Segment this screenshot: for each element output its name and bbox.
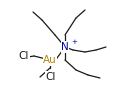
Text: Au: Au (43, 55, 56, 65)
Text: Cl: Cl (19, 51, 29, 61)
Text: N: N (61, 42, 68, 52)
Text: +: + (70, 39, 76, 45)
Text: Cl: Cl (45, 72, 56, 82)
